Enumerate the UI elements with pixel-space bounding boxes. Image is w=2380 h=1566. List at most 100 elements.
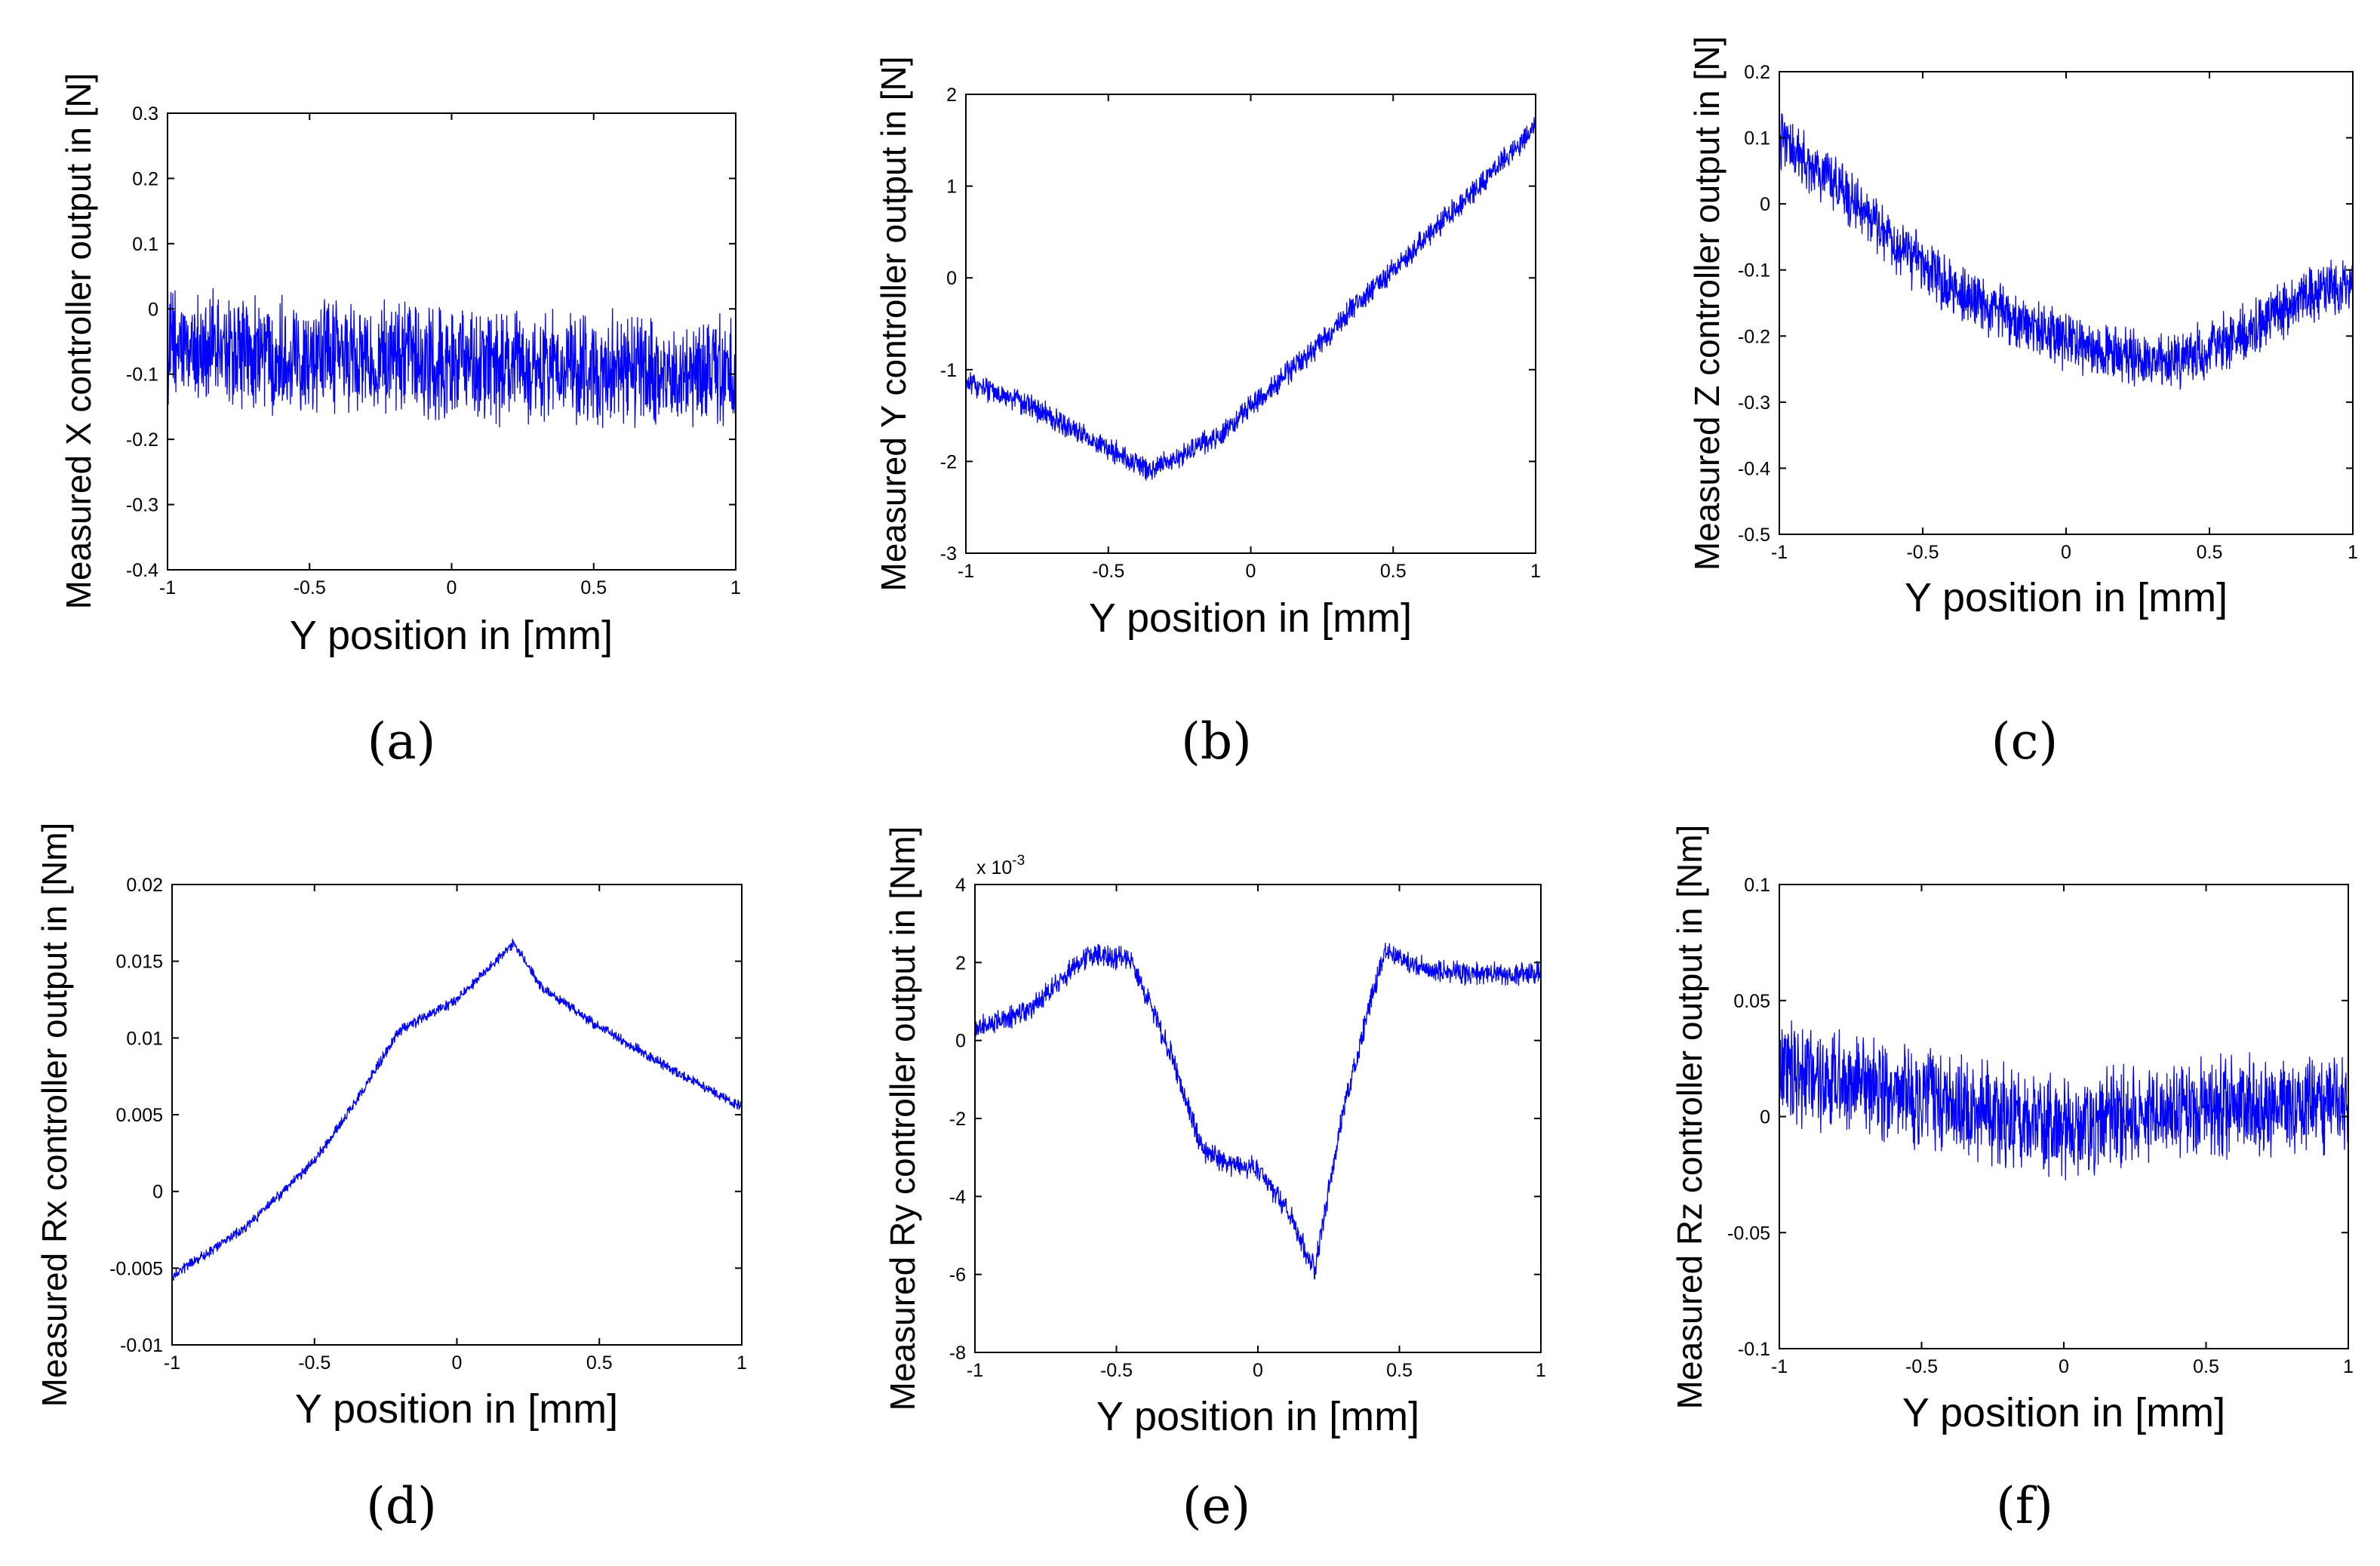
y-tick-label: 0 bbox=[152, 1182, 163, 1203]
panel-letter: (d) bbox=[366, 1477, 437, 1535]
x-tick-label: -1 bbox=[164, 1352, 180, 1374]
y-tick-label: 0.005 bbox=[115, 1105, 163, 1126]
panel-d: -1 -0.5 0 0.5 1 -0.01 -0.005 0 0.005 0.01 0.015 0.0… bbox=[35, 823, 747, 1535]
y-tick-label: -0.3 bbox=[1738, 392, 1770, 414]
x-tick-label: -0.5 bbox=[1100, 1360, 1133, 1381]
y-tick-label: 0 bbox=[148, 299, 158, 320]
x-tick-label: 0.5 bbox=[1380, 561, 1407, 582]
y-tick-label: 0 bbox=[955, 1031, 966, 1052]
y-tick-label: -0.1 bbox=[126, 365, 158, 386]
x-tick-label: 0 bbox=[2059, 1356, 2069, 1377]
y-tick-label: 0.1 bbox=[1744, 875, 1770, 896]
x-tick-label: 0 bbox=[2061, 542, 2071, 563]
x-tick-label: -0.5 bbox=[1905, 1356, 1938, 1377]
y-tick-label: 2 bbox=[946, 85, 957, 106]
x-tick-label: 1 bbox=[2343, 1356, 2354, 1377]
x-tick-label: 1 bbox=[1530, 561, 1541, 582]
y-tick-label: -0.05 bbox=[1727, 1223, 1770, 1244]
y-tick-label: 0.2 bbox=[1744, 62, 1770, 83]
x-axis-label: Y position in [mm] bbox=[1902, 1390, 2225, 1435]
y-axis-label: Measured Y controller output in [N] bbox=[874, 56, 913, 591]
x-tick-label: -1 bbox=[1771, 542, 1788, 563]
x-tick-label: -0.5 bbox=[1906, 542, 1939, 563]
y-tick-label: -0.2 bbox=[1738, 326, 1770, 347]
y-tick-label: 0.1 bbox=[1744, 128, 1770, 149]
panel-e: -1 -0.5 0 0.5 1 -8 -6 -4 -2 0 2 4 x 10-3 Y position i… bbox=[883, 826, 1546, 1535]
y-exponent-base: x 10 bbox=[976, 857, 1012, 878]
panel-letter: (e) bbox=[1182, 1477, 1251, 1535]
y-tick-label: -3 bbox=[940, 543, 957, 565]
x-tick-label: 0.5 bbox=[2197, 542, 2223, 563]
y-tick-label: -0.4 bbox=[126, 560, 158, 581]
y-tick-label: 0.05 bbox=[1733, 991, 1770, 1012]
y-exponent-label: x 10-3 bbox=[976, 853, 1025, 878]
x-axis-label: Y position in [mm] bbox=[1096, 1394, 1419, 1439]
y-tick-label: -0.1 bbox=[1738, 1339, 1770, 1360]
y-tick-label: -0.4 bbox=[1738, 458, 1770, 479]
x-tick-label: 0.5 bbox=[2193, 1356, 2219, 1377]
x-axis-label: Y position in [mm] bbox=[290, 613, 613, 658]
y-tick-label: -0.5 bbox=[1738, 525, 1770, 546]
panel-letter: (b) bbox=[1181, 712, 1252, 771]
panel-a: -1 -0.5 0 0.5 1 -0.4 -0.3 -0.2 -0.1 0 0.1 0.2 0.3 Y p… bbox=[59, 73, 741, 771]
panel-letter: (f) bbox=[1996, 1477, 2053, 1535]
y-tick-label: -0.005 bbox=[109, 1258, 163, 1279]
y-tick-label: 0.3 bbox=[132, 103, 158, 125]
panel-c: -1 -0.5 0 0.5 1-0.5-0.4-0.3-0.2-0.100.10.2Y … bbox=[1687, 36, 2358, 771]
panel-letter: (a) bbox=[367, 712, 436, 771]
series-line-measured bbox=[168, 288, 736, 429]
y-tick-label: 0.2 bbox=[132, 168, 158, 189]
y-exponent-power: -3 bbox=[1012, 853, 1025, 869]
series-line-measured bbox=[1779, 1020, 2348, 1181]
y-tick-label: 0 bbox=[1760, 194, 1770, 215]
y-tick-label: -0.01 bbox=[120, 1335, 163, 1356]
x-tick-label: 0 bbox=[447, 577, 457, 598]
y-tick-label: -0.2 bbox=[126, 429, 158, 451]
series-line-measured bbox=[172, 938, 742, 1281]
y-tick-label: -2 bbox=[940, 451, 957, 472]
panel-f: -1 -0.5 0 0.5 1 -0.1 -0.05 0 0.05 0.1 Y position i… bbox=[1670, 825, 2354, 1535]
x-tick-label: 1 bbox=[2348, 542, 2358, 563]
x-tick-label: 0 bbox=[1246, 561, 1256, 582]
panels: -1 -0.5 0 0.5 1-0.4-0.3-0.2-0.100.10.20.3Y p… bbox=[35, 36, 2358, 1535]
y-tick-label: 0.01 bbox=[126, 1028, 163, 1049]
y-tick-label: 0 bbox=[1760, 1107, 1770, 1128]
x-tick-label: -0.5 bbox=[294, 577, 326, 598]
x-tick-label: 0.5 bbox=[1386, 1360, 1413, 1381]
x-axis-label: Y position in [mm] bbox=[1089, 595, 1412, 641]
x-tick-label: 1 bbox=[1536, 1360, 1546, 1381]
x-axis-label: Y position in [mm] bbox=[295, 1386, 618, 1432]
x-tick-label: 1 bbox=[730, 577, 741, 598]
x-tick-label: 0.5 bbox=[580, 577, 607, 598]
y-tick-label: -6 bbox=[949, 1265, 966, 1286]
y-tick-label: 4 bbox=[955, 875, 966, 896]
x-tick-label: -1 bbox=[1771, 1356, 1788, 1377]
panel-b: -1 -0.5 0 0.5 1 -3 -2 -1 0 1 2 Y position in [mm] Me… bbox=[874, 56, 1541, 771]
panel-letter: (c) bbox=[1991, 712, 2058, 771]
x-tick-label: 0 bbox=[1253, 1360, 1263, 1381]
y-axis-label: Measured Ry controller output in [Nm] bbox=[883, 826, 922, 1411]
y-tick-label: 0.1 bbox=[132, 234, 158, 255]
y-tick-label: 2 bbox=[955, 952, 966, 974]
x-tick-label: 0.5 bbox=[586, 1352, 613, 1374]
y-tick-label: -0.1 bbox=[1738, 260, 1770, 282]
y-tick-label: 1 bbox=[946, 177, 957, 198]
y-tick-label: -1 bbox=[940, 360, 957, 381]
y-axis-label: Measured Rx controller output in [Nm] bbox=[35, 823, 74, 1408]
series-line-measured bbox=[1779, 113, 2353, 390]
x-tick-label: -1 bbox=[159, 577, 176, 598]
y-axis-label: Measured Rz controller output in [Nm] bbox=[1670, 825, 1709, 1410]
x-tick-label: -0.5 bbox=[298, 1352, 331, 1374]
y-tick-label: 0.015 bbox=[115, 952, 163, 973]
y-tick-label: 0.02 bbox=[126, 875, 163, 896]
y-tick-label: -4 bbox=[949, 1186, 966, 1208]
x-tick-label: -1 bbox=[958, 561, 974, 582]
x-tick-label: 1 bbox=[736, 1352, 747, 1374]
x-tick-label: -1 bbox=[967, 1360, 983, 1381]
x-tick-label: 0 bbox=[452, 1352, 463, 1374]
y-tick-label: -2 bbox=[949, 1109, 966, 1130]
y-axis-label: Measured Z controller output in [N] bbox=[1687, 36, 1727, 571]
x-tick-label: -0.5 bbox=[1092, 561, 1124, 582]
